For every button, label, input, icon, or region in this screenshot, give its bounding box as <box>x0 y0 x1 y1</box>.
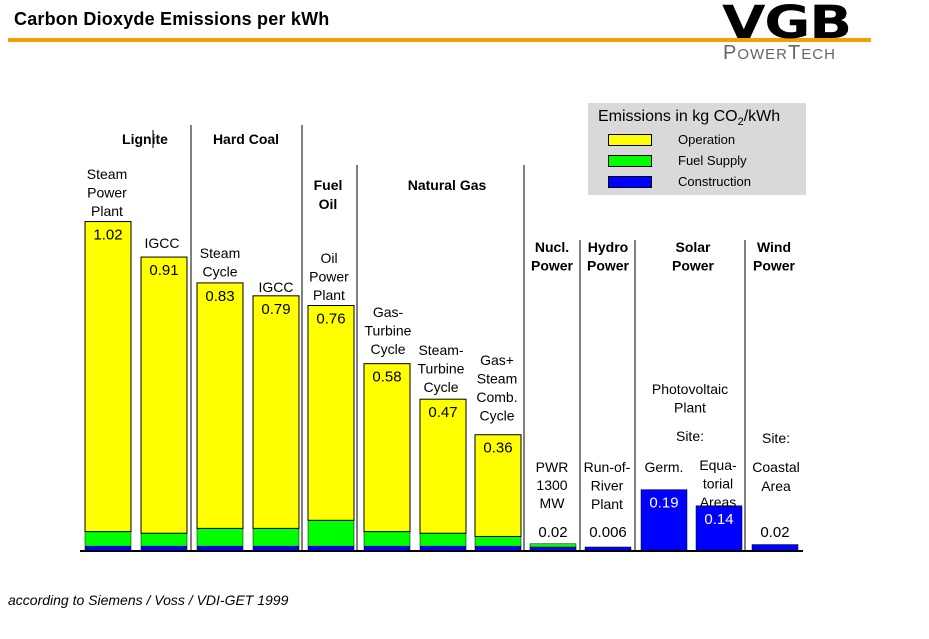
header-rule <box>8 38 871 42</box>
annotation-steam-power-plant-line-2: Power <box>87 185 127 201</box>
value-label-gas-steam-comb-cycle-8: 0.36 <box>483 440 512 457</box>
annotation-oil-power-plant-line-1: Oil <box>320 250 337 266</box>
value-label-oil-power-plant-5: 0.76 <box>316 311 345 328</box>
legend-swatch-operation <box>608 134 652 146</box>
annotation-wind-site: Site: <box>762 430 790 446</box>
legend-label-fuel-supply: Fuel Supply <box>678 153 747 168</box>
annotation-igcc-coal-line-1: IGCC <box>259 279 294 295</box>
group-label-hydro-power-line-1: Hydro <box>588 239 628 255</box>
bar-operation-steam-turbine-cycle-7 <box>419 398 467 534</box>
source-note: according to Siemens / Voss / VDI-GET 19… <box>8 592 289 608</box>
value-label-steam-power-plant-1: 1.02 <box>93 227 122 244</box>
legend-item-construction: Construction <box>608 173 808 191</box>
annotation-steam-cycle-line-2: Cycle <box>202 264 237 280</box>
group-label-lignite-line-1: Lignite <box>122 131 168 147</box>
annotation-comb-cycle-line-2: Steam <box>477 371 517 387</box>
group-label-wind-power-line-2: Power <box>753 258 796 274</box>
annotation-photovoltaic-line-2: Plant <box>674 400 706 416</box>
bar-operation-gas-turbine-cycle-6 <box>363 363 411 533</box>
annotation-pwr-line-2: 1300 <box>536 477 567 493</box>
value-label-coastal-area-13: 0.02 <box>760 524 789 541</box>
annotation-gas-turbine-cycle-line-3: Cycle <box>370 341 405 357</box>
bar-fuel-supply-oil-power-plant-5 <box>307 520 355 547</box>
annotation-steam-turbine-cycle-line-3: Cycle <box>423 379 458 395</box>
bar-fuel-supply-steam-power-plant-1 <box>84 531 132 547</box>
annotation-pwr-line-3: MW <box>540 495 566 511</box>
annotation-run-of-river-line-1: Run-of- <box>584 459 631 475</box>
group-label-fuel-oil-line-1: Fuel <box>314 177 343 193</box>
legend-item-fuel-supply: Fuel Supply <box>608 152 808 170</box>
annotation-run-of-river-line-3: Plant <box>591 496 623 512</box>
page-title: Carbon Dioxyde Emissions per kWh <box>14 9 330 29</box>
annotation-comb-cycle-line-1: Gas+ <box>480 352 514 368</box>
bar-operation-igcc-4 <box>252 295 300 529</box>
group-label-nucl-power-line-2: Power <box>531 258 574 274</box>
annotation-igcc-lignite-line-1: IGCC <box>145 235 180 251</box>
bar-fuel-supply-pwr-1300-mw-9 <box>529 543 577 548</box>
group-label-hydro-power-line-2: Power <box>587 258 630 274</box>
bar-fuel-supply-steam-cycle-3 <box>196 528 244 547</box>
legend-label-operation: Operation <box>678 132 736 147</box>
bar-construction-equatorial-areas-12 <box>695 505 743 552</box>
annotation-solar-site: Site: <box>676 428 704 444</box>
annotation-equatorial-line-3: Areas <box>700 494 737 510</box>
value-label-igcc-2: 0.91 <box>149 262 178 279</box>
group-label-solar-power-line-1: Solar <box>675 239 711 255</box>
annotation-pwr-line-1: PWR <box>536 459 569 475</box>
value-label-igcc-4: 0.79 <box>261 301 290 318</box>
legend-swatch-fuel-supply <box>608 155 652 167</box>
annotation-steam-power-plant-line-1: Steam <box>87 166 127 182</box>
annotation-gas-turbine-cycle-line-1: Gas- <box>373 304 404 320</box>
annotation-equatorial-line-2: torial <box>703 476 733 492</box>
value-label-gas-turbine-cycle-6: 0.58 <box>372 369 401 386</box>
value-label-run-of-river-plant-10: 0.006 <box>589 524 627 541</box>
bar-fuel-supply-gas-turbine-cycle-6 <box>363 531 411 547</box>
group-label-nucl-power-line-1: Nucl. <box>535 239 569 255</box>
legend-item-operation: Operation <box>608 131 808 149</box>
group-label-solar-power-line-2: Power <box>672 258 715 274</box>
annotation-oil-power-plant-line-2: Power <box>309 269 349 285</box>
annotation-comb-cycle-line-3: Comb. <box>476 389 517 405</box>
value-label-steam-turbine-cycle-7: 0.47 <box>428 404 457 421</box>
annotation-coastal-line-2: Area <box>761 478 791 494</box>
bar-operation-steam-cycle-3 <box>196 282 244 529</box>
annotation-equatorial-line-1: Equa- <box>699 457 737 473</box>
bar-operation-gas-steam-comb-cycle-8 <box>474 434 522 537</box>
group-label-natural-gas-line-1: Natural Gas <box>408 177 487 193</box>
bar-fuel-supply-igcc-2 <box>140 532 188 547</box>
annotation-steam-power-plant-line-3: Plant <box>91 203 123 219</box>
annotation-run-of-river-line-2: River <box>591 478 624 494</box>
legend-swatch-construction <box>608 176 652 188</box>
legend-title: Emissions in kg CO2/kWh <box>598 108 781 129</box>
value-label-pwr-1300-mw-9: 0.02 <box>538 524 567 541</box>
bar-operation-steam-power-plant-1 <box>84 221 132 533</box>
group-label-hard-coal-line-1: Hard Coal <box>213 131 279 147</box>
group-label-wind-power-line-1: Wind <box>757 239 791 255</box>
bar-fuel-supply-gas-steam-comb-cycle-8 <box>474 536 522 547</box>
group-label-fuel-oil-line-2: Oil <box>319 196 338 212</box>
annotation-germ: Germ. <box>645 459 684 475</box>
annotation-steam-turbine-cycle-line-1: Steam- <box>418 342 463 358</box>
annotation-gas-turbine-cycle-line-2: Turbine <box>365 323 412 339</box>
legend-label-construction: Construction <box>678 174 751 189</box>
value-label-equatorial-areas-12: 0.14 <box>704 511 733 528</box>
annotation-oil-power-plant-line-3: Plant <box>313 287 345 303</box>
value-label-steam-cycle-3: 0.83 <box>205 288 234 305</box>
annotation-coastal-line-1: Coastal <box>752 459 799 475</box>
bar-construction-germ-11 <box>640 489 688 552</box>
bar-operation-igcc-2 <box>140 256 188 534</box>
value-label-germ-11: 0.19 <box>649 495 678 512</box>
annotation-comb-cycle-line-4: Cycle <box>479 408 514 424</box>
logo-powertech: POWERTECH <box>723 42 836 64</box>
bar-fuel-supply-steam-turbine-cycle-7 <box>419 532 467 547</box>
bar-operation-oil-power-plant-5 <box>307 305 355 521</box>
annotation-steam-turbine-cycle-line-2: Turbine <box>418 361 465 377</box>
bar-fuel-supply-igcc-4 <box>252 528 300 547</box>
chart-legend: Emissions in kg CO2/kWh Operation Fuel S… <box>588 103 806 195</box>
annotation-photovoltaic-line-1: Photovoltaic <box>652 381 728 397</box>
logo-vgb: VGB <box>722 0 852 49</box>
annotation-steam-cycle-line-1: Steam <box>200 245 240 261</box>
